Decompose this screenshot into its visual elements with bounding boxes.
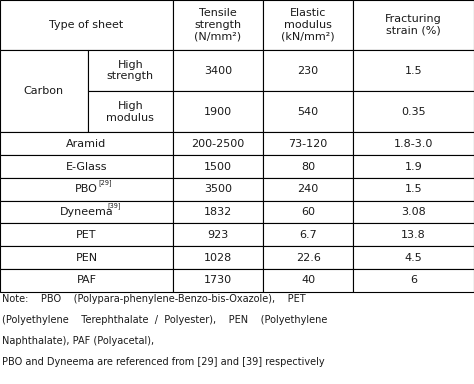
Text: 1.5: 1.5 bbox=[405, 184, 422, 194]
Bar bbox=[263, 91, 353, 132]
Text: PBO: PBO bbox=[75, 184, 98, 194]
Text: Elastic
modulus
(kN/mm²): Elastic modulus (kN/mm²) bbox=[281, 8, 335, 41]
Bar bbox=[173, 223, 263, 246]
Bar bbox=[88, 50, 173, 91]
Bar bbox=[353, 155, 474, 178]
Text: Note:    PBO    (Polypara-phenylene-Benzo-bis-Oxazole),    PET: Note: PBO (Polypara-phenylene-Benzo-bis-… bbox=[2, 294, 306, 304]
Bar bbox=[263, 269, 353, 292]
Text: [29]: [29] bbox=[98, 179, 112, 186]
Text: 540: 540 bbox=[298, 107, 319, 117]
Text: Naphthalate), PAF (Polyacetal),: Naphthalate), PAF (Polyacetal), bbox=[2, 336, 155, 346]
Text: High
modulus: High modulus bbox=[106, 101, 155, 122]
Bar bbox=[353, 178, 474, 201]
Text: PAF: PAF bbox=[76, 275, 97, 285]
Text: PBO and Dyneema are referenced from [29] and [39] respectively: PBO and Dyneema are referenced from [29]… bbox=[2, 357, 325, 367]
Bar bbox=[0, 50, 88, 132]
Bar bbox=[173, 269, 263, 292]
Bar bbox=[263, 0, 353, 50]
Text: [39]: [39] bbox=[107, 202, 121, 209]
Text: 1.8-3.0: 1.8-3.0 bbox=[394, 139, 433, 149]
Bar bbox=[0, 223, 173, 246]
Bar bbox=[353, 132, 474, 155]
Text: 1028: 1028 bbox=[204, 253, 232, 263]
Bar bbox=[173, 50, 263, 91]
Bar bbox=[353, 0, 474, 50]
Text: 40: 40 bbox=[301, 275, 315, 285]
Bar bbox=[173, 201, 263, 223]
Text: E-Glass: E-Glass bbox=[66, 162, 107, 172]
Bar bbox=[0, 132, 173, 155]
Text: 1832: 1832 bbox=[204, 207, 232, 217]
Text: Aramid: Aramid bbox=[66, 139, 107, 149]
Text: Carbon: Carbon bbox=[24, 86, 64, 96]
Bar bbox=[263, 178, 353, 201]
Text: 80: 80 bbox=[301, 162, 315, 172]
Text: (Polyethylene    Terephthalate  /  Polyester),    PEN    (Polyethylene: (Polyethylene Terephthalate / Polyester)… bbox=[2, 315, 328, 325]
Bar bbox=[353, 246, 474, 269]
Text: Dyneema: Dyneema bbox=[60, 207, 113, 217]
Bar bbox=[353, 201, 474, 223]
Text: 3.08: 3.08 bbox=[401, 207, 426, 217]
Text: 60: 60 bbox=[301, 207, 315, 217]
Text: PET: PET bbox=[76, 230, 97, 240]
Text: 22.6: 22.6 bbox=[296, 253, 320, 263]
Text: High
strength: High strength bbox=[107, 60, 154, 81]
Bar bbox=[353, 91, 474, 132]
Text: 4.5: 4.5 bbox=[405, 253, 422, 263]
Text: Fracturing
strain (%): Fracturing strain (%) bbox=[385, 14, 442, 36]
Bar bbox=[173, 246, 263, 269]
Bar bbox=[0, 269, 173, 292]
Bar bbox=[353, 223, 474, 246]
Bar bbox=[0, 0, 173, 50]
Text: 73-120: 73-120 bbox=[289, 139, 328, 149]
Text: 1730: 1730 bbox=[204, 275, 232, 285]
Text: 6: 6 bbox=[410, 275, 417, 285]
Bar bbox=[263, 246, 353, 269]
Text: 200-2500: 200-2500 bbox=[191, 139, 245, 149]
Bar bbox=[263, 223, 353, 246]
Text: 3400: 3400 bbox=[204, 66, 232, 76]
Text: 1.9: 1.9 bbox=[405, 162, 422, 172]
Text: 3500: 3500 bbox=[204, 184, 232, 194]
Text: 1900: 1900 bbox=[204, 107, 232, 117]
Text: PEN: PEN bbox=[75, 253, 98, 263]
Text: 1500: 1500 bbox=[204, 162, 232, 172]
Bar bbox=[0, 178, 173, 201]
Bar bbox=[0, 246, 173, 269]
Bar bbox=[173, 155, 263, 178]
Text: Tensile
strength
(N/mm²): Tensile strength (N/mm²) bbox=[194, 8, 242, 41]
Bar bbox=[263, 155, 353, 178]
Text: 6.7: 6.7 bbox=[299, 230, 317, 240]
Text: 230: 230 bbox=[298, 66, 319, 76]
Bar bbox=[173, 178, 263, 201]
Text: 0.35: 0.35 bbox=[401, 107, 426, 117]
Text: 923: 923 bbox=[208, 230, 228, 240]
Bar bbox=[0, 155, 173, 178]
Text: Type of sheet: Type of sheet bbox=[49, 20, 124, 30]
Bar bbox=[353, 269, 474, 292]
Bar bbox=[88, 91, 173, 132]
Bar bbox=[173, 132, 263, 155]
Text: 13.8: 13.8 bbox=[401, 230, 426, 240]
Bar bbox=[263, 50, 353, 91]
Text: 1.5: 1.5 bbox=[405, 66, 422, 76]
Bar bbox=[0, 201, 173, 223]
Bar bbox=[263, 132, 353, 155]
Bar bbox=[173, 91, 263, 132]
Bar bbox=[353, 50, 474, 91]
Bar bbox=[173, 0, 263, 50]
Bar bbox=[263, 201, 353, 223]
Text: 240: 240 bbox=[298, 184, 319, 194]
